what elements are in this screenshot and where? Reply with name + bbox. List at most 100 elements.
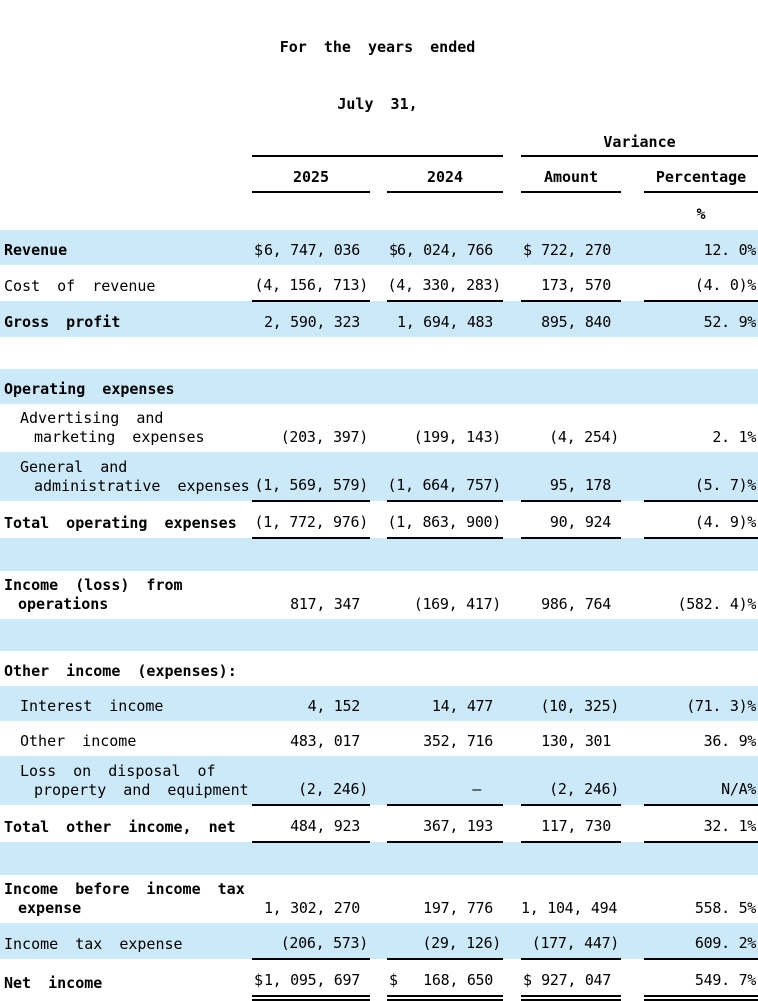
cell-variance-amount: [521, 619, 622, 651]
cell-value: 2. 1%: [712, 428, 757, 446]
column-gap: [621, 721, 644, 756]
cell-2025: [252, 619, 370, 651]
cell-variance-amount: 95, 178: [521, 452, 622, 502]
column-gap: [621, 651, 644, 686]
cell-variance-amount: (4, 254): [521, 404, 621, 452]
column-gap: [621, 265, 644, 301]
cell-variance-percentage: [644, 651, 758, 686]
cell-value: 197, 776: [423, 899, 494, 917]
cell-2024: [387, 538, 504, 571]
cell-2024: 1, 694, 483: [387, 301, 504, 337]
column-gap: [621, 369, 645, 404]
cell-2025: (4, 156, 713): [252, 265, 370, 302]
row-label: Income (loss) from operations: [0, 571, 252, 619]
column-gap: [503, 230, 522, 265]
table-row: Total other income, net 484, 923 367, 193 1…: [0, 805, 758, 843]
cell-value: (2, 246): [298, 780, 368, 798]
row-label: Loss on disposal of property and equipmen…: [0, 756, 252, 805]
cell-value: 558. 5%: [694, 899, 757, 917]
cell-variance-percentage: 12. 0%: [644, 230, 758, 265]
cell-value: 117, 730: [541, 817, 612, 835]
row-label: [0, 842, 252, 875]
cell-value: (177, 447): [531, 934, 620, 952]
row-label-line: Operating expenses: [4, 380, 175, 398]
column-gap: [621, 805, 644, 842]
table-row: Income before income tax expense 1, 302, 2…: [0, 875, 758, 923]
row-label-line: Total other income, net: [4, 818, 236, 836]
cell-value: (4. 9)%: [694, 513, 757, 531]
row-label: Total operating expenses: [0, 501, 252, 538]
column-gap: [370, 452, 387, 501]
cell-2025: 4, 152: [252, 686, 370, 721]
cell-value: —: [472, 780, 482, 798]
cell-2025: (1, 569, 579): [252, 452, 370, 502]
table-row: Cost of revenue (4, 156, 713) (4, 330, 283…: [0, 265, 758, 302]
row-label-line: Total operating expenses: [4, 514, 237, 532]
cell-2024: 14, 477: [387, 686, 504, 721]
cell-value: 895, 840: [541, 313, 612, 331]
cell-value: 986, 764: [541, 595, 612, 613]
row-label-line: marketing expenses: [34, 428, 205, 446]
cell-2025: (1, 772, 976): [252, 501, 370, 539]
row-label-line: Revenue: [4, 241, 68, 259]
column-gap: [503, 756, 522, 805]
cell-2024: (29, 126): [387, 923, 504, 960]
column-gap: [370, 265, 387, 301]
cell-variance-percentage: [644, 538, 758, 571]
column-gap: [621, 619, 645, 651]
cell-variance-amount: [521, 369, 622, 404]
column-gap: [370, 156, 387, 192]
cell-value: 927, 047: [541, 971, 612, 989]
cell-value: 52. 9%: [703, 313, 757, 331]
percent-symbol-row: %: [0, 192, 758, 230]
cell-value: 4, 152: [307, 697, 361, 715]
row-label: Interest income: [0, 686, 252, 721]
column-gap: [503, 619, 522, 651]
cell-2025: (206, 573): [252, 923, 370, 960]
cell-value: (1, 664, 757): [387, 476, 502, 494]
row-label: [0, 538, 252, 571]
column-gap: [370, 875, 387, 923]
row-label-line: expense: [18, 899, 82, 917]
cell-value: 549. 7%: [694, 971, 757, 989]
row-label-line: Cost of revenue: [4, 277, 156, 295]
column-gap: [621, 842, 645, 875]
cell-value: (582. 4)%: [677, 595, 757, 613]
cell-2025: $6, 747, 036: [252, 230, 370, 265]
row-label: General and administrative expenses: [0, 452, 252, 501]
dollar-sign: $: [389, 971, 398, 989]
cell-value: 32. 1%: [703, 817, 757, 835]
cell-variance-amount: 895, 840: [521, 301, 622, 337]
cell-value: (2, 246): [549, 780, 620, 798]
column-gap: [503, 842, 522, 875]
cell-value: (71. 3)%: [686, 697, 757, 715]
cell-2025: [252, 538, 370, 571]
cell-value: 90, 924: [549, 513, 612, 531]
column-gap: [621, 452, 645, 501]
column-gap: [503, 301, 522, 337]
dollar-sign: $: [254, 971, 263, 989]
variance-group-header: Variance: [521, 0, 758, 157]
cell-2025: $1, 095, 697: [252, 959, 370, 1001]
table-row: Revenue $6, 747, 036 $6, 024, 766 $722, 270…: [0, 230, 758, 265]
column-gap: [503, 156, 522, 192]
column-header-percentage: Percentage: [644, 156, 758, 193]
cell-value: 95, 178: [549, 476, 612, 494]
column-gap: [503, 265, 521, 301]
column-gap: [503, 452, 522, 501]
cell-value: 817, 347: [290, 595, 360, 613]
column-gap: [503, 651, 521, 686]
cell-variance-amount: (2, 246): [521, 756, 622, 806]
column-gap: [370, 538, 387, 571]
row-label-line: Other income (expenses):: [4, 662, 237, 680]
cell-value: 12. 0%: [703, 241, 757, 259]
column-gap: [621, 571, 644, 619]
column-gap: [621, 756, 645, 805]
column-gap: [621, 538, 645, 571]
dollar-sign: $: [389, 241, 398, 259]
column-gap: [370, 619, 387, 651]
row-label: Income before income tax expense: [0, 875, 252, 923]
column-gap: [503, 571, 521, 619]
cell-variance-amount: [521, 651, 621, 686]
column-gap: [370, 805, 387, 842]
